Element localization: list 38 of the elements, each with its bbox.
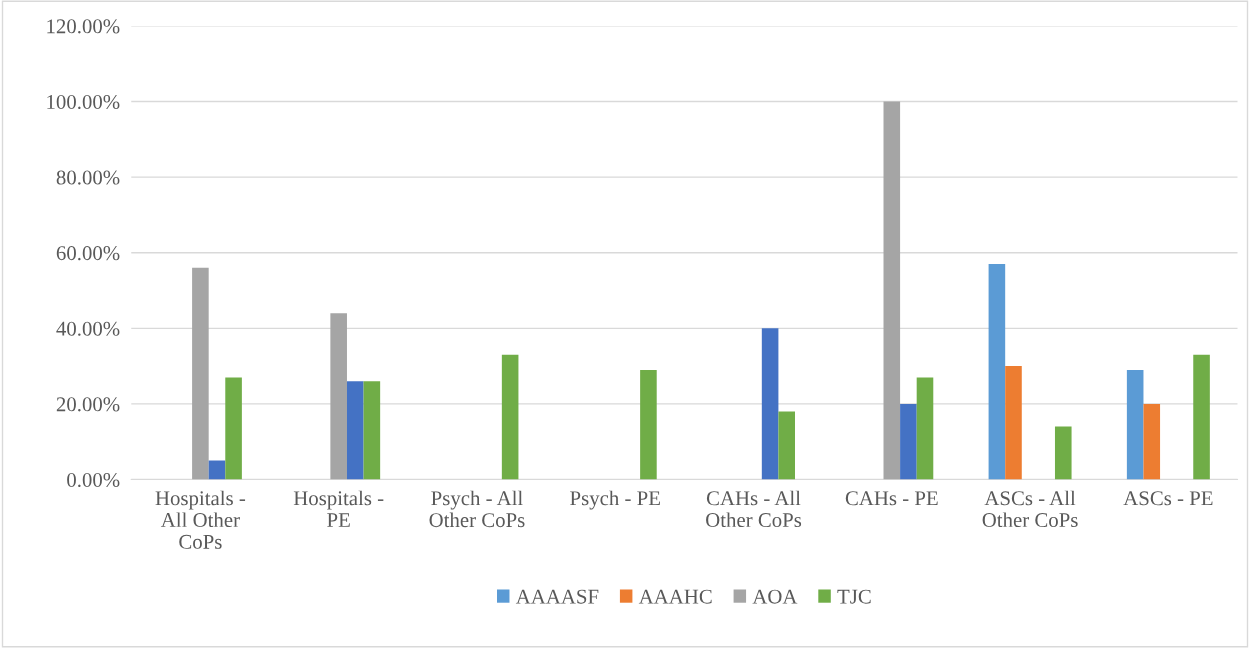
bar [778,411,795,480]
x-tick-label: Hospitals - PE [293,490,384,527]
bar [1054,426,1072,480]
bar [1005,366,1022,480]
x-tick-label: ASCs - All Other CoPs [982,490,1078,528]
x-tick-label: CAHs - PE [845,491,938,506]
bar [225,377,242,480]
bar [330,313,347,480]
bar [988,264,1006,480]
x-tick-label: CAHs - All Other CoPs [706,490,802,528]
bar [640,369,657,480]
bar [916,377,934,480]
legend-label: AAAHC [638,589,712,604]
bar [761,328,779,480]
bar [1193,354,1210,480]
y-tick-label: 80.00% [56,170,120,185]
bar [900,403,917,480]
bar [501,354,519,480]
x-tick-label: ASCs - PE [1123,491,1213,506]
bar [363,381,381,480]
y-tick-label: 0.00% [67,472,120,488]
bar [883,101,901,480]
y-tick-label: 100.00% [47,94,120,110]
bar [192,267,209,480]
legend-label: TJC [837,589,871,604]
bar [1126,369,1144,480]
bar [208,460,226,480]
x-tick-label: Psych - All Other CoPs [429,490,525,528]
y-tick-label: 60.00% [56,246,120,261]
y-tick-label: 40.00% [56,321,120,336]
y-tick-label: 20.00% [56,397,120,412]
bar [346,381,364,480]
bar [1143,403,1161,480]
y-tick-label: 120.00% [47,19,120,34]
x-tick-label: Psych - PE [570,490,660,510]
legend-label: AAAASF [515,589,599,604]
x-tick-label: Hospitals - All Other CoPs [155,490,246,549]
legend-label: AOA [752,589,798,604]
